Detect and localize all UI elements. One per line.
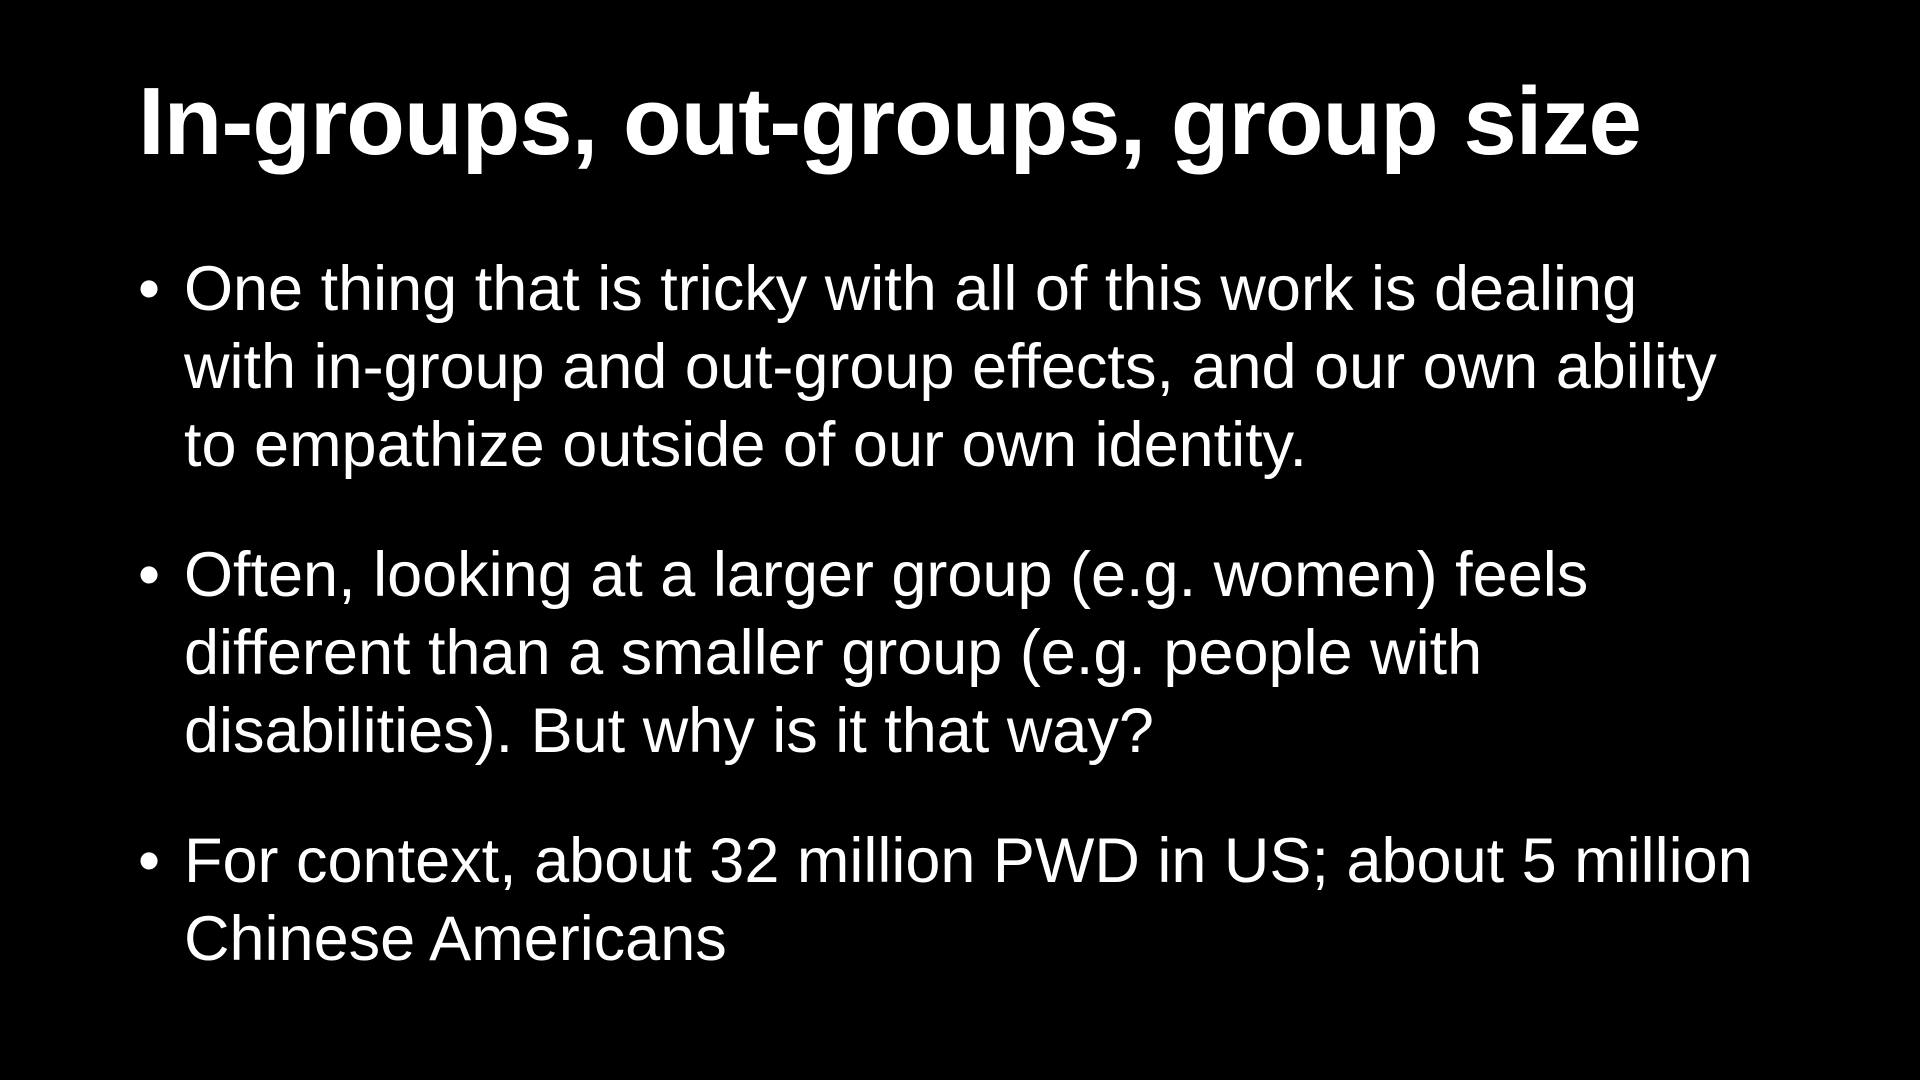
bullet-marker: • xyxy=(138,254,161,324)
bullet-text: Often, looking at a larger group (e.g. w… xyxy=(184,540,1589,766)
slide-title: In-groups, out-groups, group size xyxy=(138,68,1642,175)
bullet-text: For context, about 32 million PWD in US;… xyxy=(184,826,1753,974)
bullet-item: • One thing that is tricky with all of t… xyxy=(138,250,1758,484)
bullet-list: • One thing that is tricky with all of t… xyxy=(138,250,1758,1030)
bullet-item: • Often, looking at a larger group (e.g.… xyxy=(138,536,1758,770)
bullet-item: • For context, about 32 million PWD in U… xyxy=(138,822,1758,978)
bullet-marker: • xyxy=(138,826,161,896)
bullet-marker: • xyxy=(138,540,161,610)
bullet-text: One thing that is tricky with all of thi… xyxy=(184,254,1717,480)
